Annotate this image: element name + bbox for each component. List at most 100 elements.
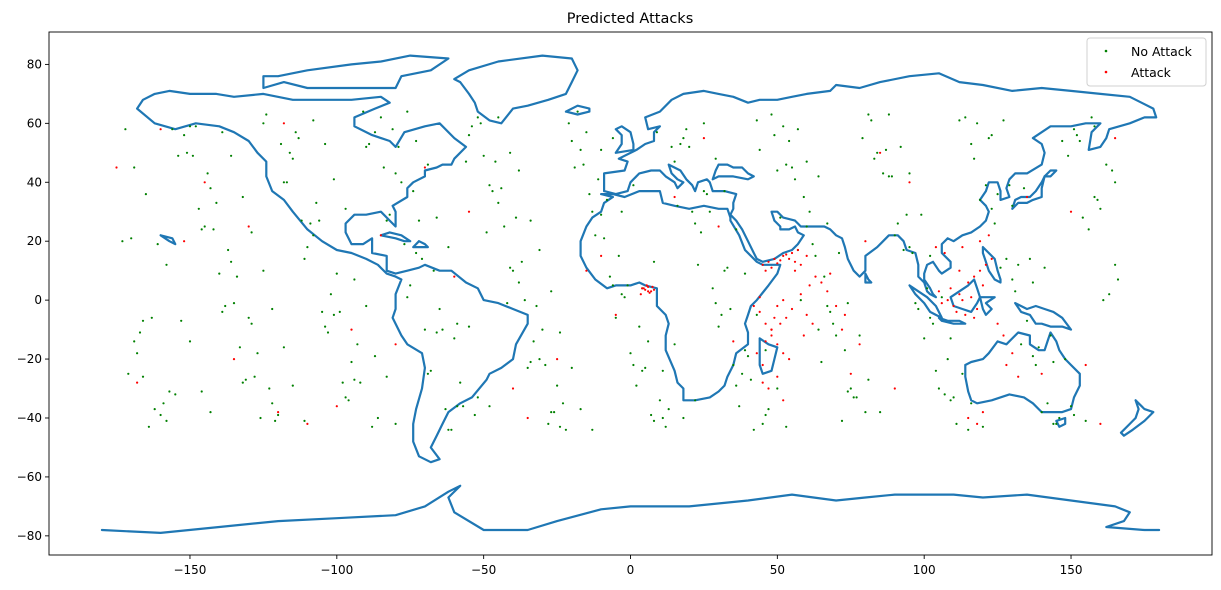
attack-point [467,210,471,213]
no-attack-point [699,231,703,234]
no-attack-point [632,184,635,187]
coastline-20 [864,272,873,284]
no-attack-point [394,422,397,425]
no-attack-point [1096,198,1099,201]
attack-point [755,352,758,355]
no-attack-point [694,399,697,402]
no-attack-point [931,322,935,325]
attack-point [1099,422,1102,425]
no-attack-point [893,234,896,237]
attack-point [639,293,642,296]
no-attack-point [185,151,189,154]
no-attack-point [785,163,788,166]
no-attack-point [335,272,338,275]
no-attack-point [867,113,870,116]
no-attack-point [247,316,250,319]
no-attack-point [265,113,268,116]
attack-point [934,246,938,249]
no-attack-point [867,378,870,381]
no-attack-point [835,334,838,337]
attack-point [961,299,964,302]
no-attack-point [600,148,603,151]
no-attack-point [150,316,153,319]
no-attack-point [133,340,136,343]
no-attack-point [329,293,332,296]
no-attack-point [388,213,391,216]
no-attack-point [1043,266,1046,269]
attack-point [776,262,779,265]
no-attack-point [899,145,902,148]
no-attack-point [746,355,750,358]
attack-point [764,322,767,325]
no-attack-point [685,128,688,131]
attack-point [350,328,353,331]
no-attack-point [494,160,497,163]
no-attack-point [767,408,770,411]
no-attack-point [306,246,309,249]
coastline-13 [1043,169,1058,178]
legend-box [1086,37,1207,87]
no-attack-point [379,116,382,119]
y-tick-label: 20 [27,234,42,248]
no-attack-point [652,419,656,422]
no-attack-point [420,257,424,260]
attack-point [136,381,139,384]
no-attack-point [611,284,615,287]
no-attack-point [529,219,532,222]
no-attack-point [978,198,982,201]
no-attack-point [1046,402,1049,405]
no-attack-point [397,145,400,148]
no-attack-point [705,193,709,196]
attack-point [793,269,797,272]
attack-point [652,288,656,291]
no-attack-point [923,337,926,340]
attack-point [802,334,805,337]
no-attack-point [626,284,629,287]
no-attack-point [644,366,647,369]
no-attack-point [738,405,741,408]
attack-point [761,363,764,367]
no-attack-point [711,287,714,290]
no-attack-point [253,375,256,378]
no-attack-point [782,125,785,128]
no-attack-point [723,190,726,193]
no-attack-point [241,381,244,384]
no-attack-point [996,193,999,196]
no-attack-point [180,319,183,322]
no-attack-point [429,369,432,372]
attack-point [984,263,988,266]
no-attack-point [597,178,600,181]
no-attack-point [990,134,993,137]
no-attack-point [1093,125,1096,128]
attack-point [949,287,952,290]
no-attack-point [779,216,782,219]
no-attack-point [667,408,670,411]
no-attack-point [843,349,847,352]
no-attack-point [1081,216,1084,219]
no-attack-point [373,355,377,358]
no-attack-point [553,411,556,414]
no-attack-point [412,190,415,193]
coastline-15 [937,316,967,325]
attack-point [600,254,603,257]
no-attack-point [1055,422,1058,425]
no-attack-point [714,157,717,160]
no-attack-point [520,260,523,263]
no-attack-point [224,304,227,308]
no-attack-point [864,411,867,414]
no-attack-point [385,375,388,378]
no-attack-point [776,387,779,390]
no-attack-point [385,219,388,222]
no-attack-point [937,387,941,390]
attack-point [943,251,946,255]
no-attack-point [623,296,626,299]
no-attack-point [1002,119,1005,122]
no-attack-point [920,213,923,216]
no-attack-point [617,254,620,257]
no-attack-point [611,137,615,140]
attack-point [526,416,529,420]
no-attack-point [682,137,685,140]
no-attack-point [256,352,259,355]
coastline-9 [1055,416,1067,428]
attack-point [782,399,785,402]
